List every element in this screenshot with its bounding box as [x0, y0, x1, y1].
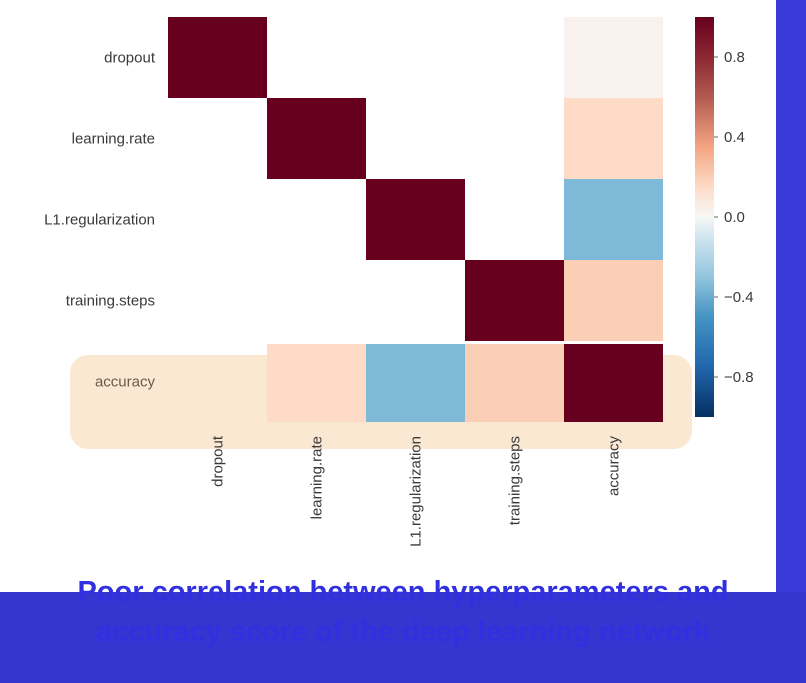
colorbar-tick-label: 0.0: [724, 209, 745, 226]
heatmap-cell-learning-rate-learning-rate: [267, 98, 366, 179]
column-label-dropout: dropout: [210, 435, 227, 487]
column-label-accuracy: accuracy: [606, 436, 623, 497]
heatmap-cell-training-steps-training-steps: [465, 260, 564, 341]
column-label-learning-rate: learning.rate: [309, 436, 326, 519]
heatmap-cell-learning-rate-accuracy: [564, 98, 663, 179]
caption: Poor correlation between hyperparameters…: [0, 572, 806, 652]
heatmap-cell-l1-regularization-accuracy: [564, 179, 663, 260]
heatmap-cell-accuracy-l1-regularization: [366, 344, 465, 422]
heatmap-cell-l1-regularization-l1-regularization: [366, 179, 465, 260]
correlation-heatmap: dropout learning.rate L1.regularization tra…: [44, 17, 754, 547]
caption-band: [0, 592, 806, 683]
colorbar-tick-label: −0.4: [724, 289, 754, 306]
heatmap-cell-accuracy-training-steps: [465, 344, 564, 422]
colorbar-tick-label: 0.8: [724, 49, 745, 66]
heatmap-cell-training-steps-accuracy: [564, 260, 663, 341]
caption-line-2: accuracy score of the deep learning netw…: [95, 616, 711, 648]
heatmap-cell-dropout-accuracy: [564, 17, 663, 98]
heatmap-cell-accuracy-accuracy: [564, 344, 663, 422]
row-label-accuracy: accuracy: [95, 374, 156, 391]
row-label-training-steps: training.steps: [66, 293, 155, 310]
row-label-learning-rate: learning.rate: [72, 131, 155, 148]
heatmap-cell-accuracy-learning-rate: [267, 344, 366, 422]
column-label-training-steps: training.steps: [507, 436, 524, 525]
row-label-dropout: dropout: [104, 50, 156, 67]
colorbar: [695, 17, 714, 417]
colorbar-tick-label: 0.4: [724, 129, 745, 146]
colorbar-tick-label: −0.8: [724, 369, 754, 386]
heatmap-cell-dropout-dropout: [168, 17, 267, 98]
row-label-l1-regularization: L1.regularization: [44, 212, 155, 229]
caption-line-1: Poor correlation between hyperparameters…: [77, 576, 729, 608]
column-label-l1-regularization: L1.regularization: [408, 436, 425, 547]
